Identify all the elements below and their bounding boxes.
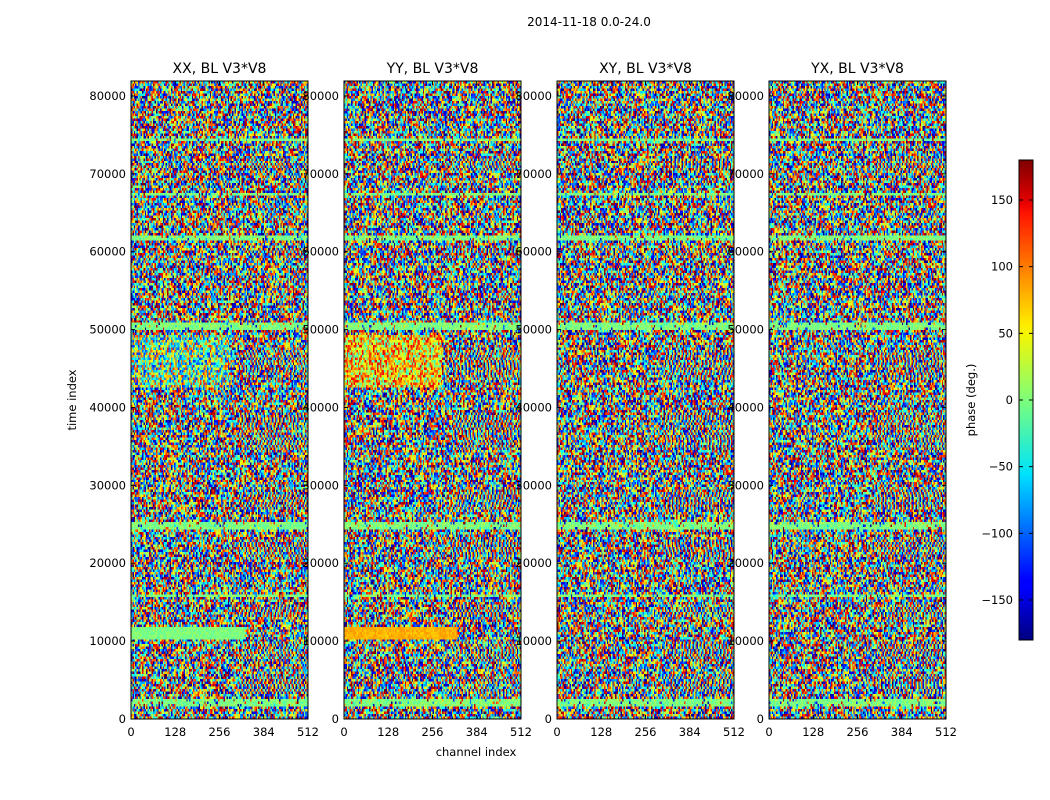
- y-tick-label: 0: [332, 712, 339, 726]
- x-tick-label: 256: [635, 725, 657, 739]
- panel-title: XX, BL V3*V8: [173, 61, 267, 77]
- y-tick-label: 20000: [89, 556, 126, 570]
- colorbar-label: phase (deg.): [964, 364, 978, 437]
- y-tick-label: 80000: [302, 89, 339, 103]
- colorbar-tick-label: 150: [991, 193, 1013, 207]
- colorbar-ticks: 150 100 50 0 −50 −100 −150: [981, 193, 1033, 607]
- y-tick-label: 50000: [302, 323, 339, 337]
- x-tick-label: 384: [891, 725, 913, 739]
- y-tick-label: 40000: [727, 400, 764, 414]
- x-tick-label: 384: [679, 725, 701, 739]
- y-tick-label: 50000: [89, 323, 126, 337]
- panel-heatmap: [769, 81, 946, 719]
- y-tick-label: 20000: [515, 556, 552, 570]
- y-tick-label: 10000: [89, 634, 126, 648]
- colorbar-tick-label: −100: [981, 526, 1013, 540]
- x-tick-label: 512: [935, 725, 957, 739]
- x-tick-label: 0: [765, 725, 772, 739]
- x-tick-label: 384: [253, 725, 275, 739]
- y-tick-label: 30000: [89, 478, 126, 492]
- x-tick-label: 0: [340, 725, 347, 739]
- y-tick-label: 50000: [727, 323, 764, 337]
- y-tick-label: 30000: [727, 478, 764, 492]
- x-tick-label: 128: [164, 725, 186, 739]
- x-axis-label: channel index: [436, 745, 517, 759]
- y-tick-label: 0: [545, 712, 552, 726]
- y-tick-label: 10000: [515, 634, 552, 648]
- y-tick-label: 80000: [89, 89, 126, 103]
- colorbar-tick-label: 50: [998, 326, 1013, 340]
- y-tick-label: 20000: [727, 556, 764, 570]
- y-tick-label: 60000: [302, 245, 339, 259]
- y-tick-label: 40000: [89, 400, 126, 414]
- y-tick-label: 10000: [302, 634, 339, 648]
- y-tick-label: 70000: [89, 167, 126, 181]
- y-tick-label: 20000: [302, 556, 339, 570]
- x-tick-label: 0: [553, 725, 560, 739]
- panel-title: YY, BL V3*V8: [386, 61, 479, 77]
- x-tick-label: 128: [590, 725, 612, 739]
- panel-3: XY, BL V3*V8 0 128 256 384 512 0 10000 20000 3000…: [515, 61, 745, 739]
- y-tick-label: 30000: [515, 478, 552, 492]
- y-tick-label: 30000: [302, 478, 339, 492]
- x-tick-label: 256: [422, 725, 444, 739]
- y-tick-label: 0: [757, 712, 764, 726]
- panel-2: YY, BL V3*V8 0 128 256 384 512 0 10000 20000 3000…: [302, 61, 532, 739]
- x-tick-label: 512: [297, 725, 319, 739]
- y-tick-label: 60000: [515, 245, 552, 259]
- y-tick-label: 40000: [515, 400, 552, 414]
- panels-group: XX, BL V3*V8 0 128 256 384 512 0 10000 20000 3000…: [89, 61, 957, 739]
- panel-1: XX, BL V3*V8 0 128 256 384 512 0 10000 20000 3000…: [89, 61, 319, 739]
- y-tick-label: 60000: [89, 245, 126, 259]
- x-tick-label: 256: [847, 725, 869, 739]
- y-tick-label: 0: [119, 712, 126, 726]
- y-tick-label: 10000: [727, 634, 764, 648]
- colorbar-tick-label: 100: [991, 260, 1013, 274]
- colorbar-tick-label: 0: [1006, 393, 1013, 407]
- x-tick-label: 256: [209, 725, 231, 739]
- x-tick-label: 128: [802, 725, 824, 739]
- colorbar: 150 100 50 0 −50 −100 −150 phase (deg.): [964, 159, 1034, 641]
- y-tick-label: 70000: [727, 167, 764, 181]
- x-tick-label: 128: [377, 725, 399, 739]
- y-tick-label: 50000: [515, 323, 552, 337]
- panel-heatmap: [344, 81, 521, 719]
- x-tick-label: 512: [723, 725, 745, 739]
- y-tick-label: 80000: [727, 89, 764, 103]
- x-tick-label: 512: [510, 725, 532, 739]
- panel-title: XY, BL V3*V8: [599, 61, 692, 77]
- figure-suptitle: 2014-11-18 0.0-24.0: [527, 15, 651, 29]
- panel-title: YX, BL V3*V8: [810, 61, 904, 77]
- colorbar-tick-label: −50: [989, 460, 1013, 474]
- panel-heatmap: [557, 81, 734, 719]
- x-tick-label: 0: [127, 725, 134, 739]
- x-tick-label: 384: [466, 725, 488, 739]
- panel-heatmap: [131, 81, 308, 719]
- colorbar-tick-label: −150: [981, 593, 1013, 607]
- y-tick-label: 40000: [302, 400, 339, 414]
- y-tick-label: 70000: [515, 167, 552, 181]
- y-tick-label: 60000: [727, 245, 764, 259]
- y-axis-label: time index: [65, 369, 79, 430]
- y-tick-label: 70000: [302, 167, 339, 181]
- y-tick-label: 80000: [515, 89, 552, 103]
- panel-4: YX, BL V3*V8 0 128 256 384 512 0 10000 20000 3000…: [727, 61, 957, 739]
